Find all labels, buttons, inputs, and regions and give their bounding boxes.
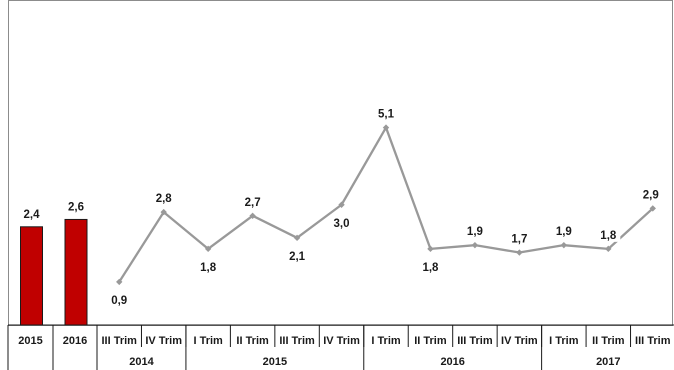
tick-label-quarter: III Trim bbox=[635, 335, 671, 347]
point-label: 3,0 bbox=[334, 218, 350, 230]
tick-label-group: 2016 bbox=[440, 356, 464, 368]
label-backing bbox=[551, 224, 576, 239]
label-backing bbox=[196, 259, 221, 274]
bar-2016 bbox=[64, 218, 88, 326]
point-label: 1,8 bbox=[600, 230, 617, 242]
tick-label-quarter: II Trim bbox=[592, 335, 625, 347]
tick-label-group: 2017 bbox=[596, 356, 620, 368]
tick-label-year: 2016 bbox=[63, 335, 87, 347]
tick-label-quarter: I Trim bbox=[193, 335, 223, 347]
point-label: 5,1 bbox=[378, 109, 395, 121]
label-backing bbox=[240, 194, 265, 209]
point-label: 2,9 bbox=[643, 189, 659, 201]
tick-label-group: 2015 bbox=[263, 356, 287, 368]
line-point bbox=[293, 234, 301, 242]
point-label: 0,9 bbox=[111, 295, 127, 307]
line-point bbox=[204, 245, 212, 253]
line-point bbox=[471, 241, 479, 249]
annual-bars bbox=[20, 218, 88, 326]
data-labels: 2,4 2,6 0,9 2,8 1,8 2,7 2,1 3,0 5,1 1,8 1,9 1,7 1,9 1… bbox=[24, 106, 663, 307]
tick-label-quarter: IV Trim bbox=[501, 335, 538, 347]
bar-label: 2,4 bbox=[24, 209, 41, 221]
label-backing bbox=[151, 191, 176, 206]
point-label: 1,8 bbox=[422, 262, 439, 274]
label-backing bbox=[107, 292, 132, 307]
label-backing bbox=[418, 259, 443, 274]
tick-label-quarter: IV Trim bbox=[145, 335, 182, 347]
line-point bbox=[649, 205, 656, 212]
tick-label-quarter: I Trim bbox=[371, 335, 401, 347]
point-label: 1,9 bbox=[467, 226, 483, 238]
point-label: 2,8 bbox=[156, 193, 173, 205]
bar-label: 2,6 bbox=[68, 201, 84, 213]
tick-label-quarter: I Trim bbox=[549, 335, 579, 347]
label-backing bbox=[285, 248, 310, 263]
point-label: 1,7 bbox=[511, 234, 527, 246]
line-point bbox=[560, 241, 568, 249]
plot-frame bbox=[8, 0, 673, 326]
line-point bbox=[516, 249, 523, 256]
tick-label-quarter: III Trim bbox=[457, 335, 493, 347]
point-label: 1,8 bbox=[200, 262, 217, 274]
tick-label-quarter: IV Trim bbox=[323, 335, 360, 347]
point-label: 2,7 bbox=[245, 197, 261, 209]
bar-2015 bbox=[20, 226, 43, 326]
label-backing bbox=[596, 227, 621, 242]
series-line bbox=[118, 126, 654, 283]
line-point bbox=[605, 245, 612, 253]
label-backing bbox=[374, 106, 398, 121]
line-point bbox=[338, 201, 345, 208]
label-backing bbox=[507, 231, 532, 246]
line-point bbox=[249, 212, 256, 219]
tick-label-quarter: II Trim bbox=[414, 335, 447, 347]
tick-label-group: 2014 bbox=[129, 356, 154, 368]
label-backing bbox=[329, 215, 354, 230]
quarterly-line bbox=[116, 124, 656, 286]
line-point bbox=[382, 124, 390, 131]
label-backing bbox=[462, 224, 487, 239]
label-backing bbox=[638, 187, 663, 202]
x-axis: 2015 2016 III Trim IV Trim I Trim II Trim III … bbox=[7, 324, 674, 370]
tick-label-year: 2015 bbox=[18, 335, 42, 347]
point-label: 1,9 bbox=[556, 226, 572, 238]
tick-label-quarter: II Trim bbox=[236, 335, 269, 347]
tick-label-quarter: III Trim bbox=[101, 335, 137, 347]
line-point bbox=[160, 208, 167, 216]
tick-label-quarter: III Trim bbox=[279, 335, 315, 347]
line-point bbox=[116, 278, 123, 286]
line-point bbox=[427, 245, 434, 253]
point-label: 2,1 bbox=[289, 251, 306, 263]
